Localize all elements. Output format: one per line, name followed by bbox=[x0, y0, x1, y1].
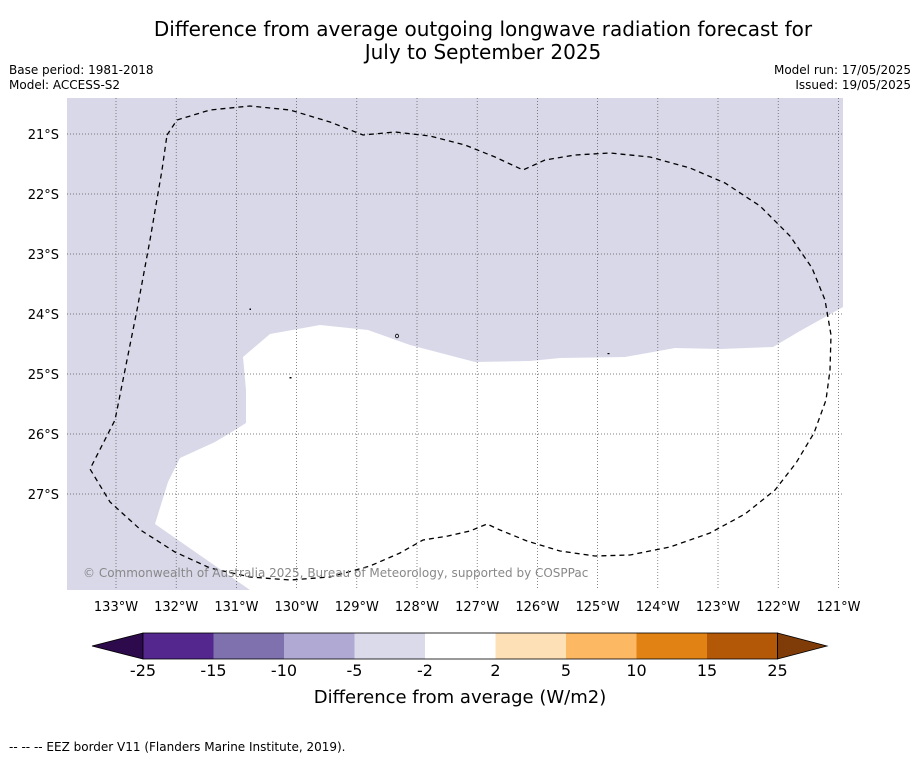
longitude-label: 121°W bbox=[816, 600, 860, 615]
colorbar-segment bbox=[143, 633, 214, 659]
colorbar-tick-label: -2 bbox=[417, 661, 433, 680]
map-title-line-2: July to September 2025 bbox=[364, 40, 602, 64]
latitude-label: 24°S bbox=[28, 308, 59, 323]
model-name: Model: ACCESS-S2 bbox=[9, 78, 121, 92]
meta-right: Model run: 17/05/2025 Issued: 19/05/2025 bbox=[774, 63, 911, 93]
latitude-label: 22°S bbox=[28, 188, 59, 203]
longitude-label: 131°W bbox=[214, 600, 258, 615]
small-island-markers bbox=[249, 308, 610, 379]
colorbar-tick-labels: -25 -15 -10 -5 -2 2 5 10 15 25 bbox=[130, 661, 788, 680]
longitude-label: 123°W bbox=[696, 600, 740, 615]
colorbar-tick-label: 2 bbox=[490, 661, 500, 680]
colorbar-tick-label: 15 bbox=[697, 661, 717, 680]
colorbar-tick-label: 10 bbox=[626, 661, 646, 680]
colorbar-extend-high bbox=[777, 632, 829, 660]
longitude-label: 128°W bbox=[395, 600, 439, 615]
colorbar-segment bbox=[636, 633, 707, 659]
latitude-labels: 21°S 22°S 23°S 24°S 25°S 26°S 27°S bbox=[28, 128, 59, 503]
eez-border bbox=[89, 105, 832, 581]
colorbar-tick-label: -10 bbox=[271, 661, 297, 680]
colorbar bbox=[91, 632, 829, 660]
longitude-label: 122°W bbox=[756, 600, 800, 615]
map-plot-area bbox=[67, 98, 843, 590]
base-period: Base period: 1981-2018 bbox=[9, 63, 154, 77]
colorbar-segment bbox=[284, 633, 355, 659]
footer-eez-note: -- -- -- EEZ border V11 (Flanders Marine… bbox=[9, 740, 346, 754]
colorbar-segment bbox=[354, 633, 425, 659]
latitude-label: 26°S bbox=[28, 428, 59, 443]
near-average-region bbox=[155, 307, 843, 590]
colorbar-tick-label: 5 bbox=[561, 661, 571, 680]
colorbar-tick-label: -5 bbox=[347, 661, 363, 680]
latitude-label: 23°S bbox=[28, 248, 59, 263]
latitude-label: 25°S bbox=[28, 368, 59, 383]
colorbar-segment bbox=[213, 633, 284, 659]
colorbar-label: Difference from average (W/m2) bbox=[314, 687, 606, 708]
longitude-label: 124°W bbox=[636, 600, 680, 615]
longitude-label: 127°W bbox=[455, 600, 499, 615]
colorbar-tick-label: -25 bbox=[130, 661, 156, 680]
colorbar-tick-label: 25 bbox=[767, 661, 787, 680]
longitude-label: 129°W bbox=[335, 600, 379, 615]
map-title-line-1: Difference from average outgoing longwav… bbox=[153, 17, 813, 41]
colorbar-outline bbox=[142, 632, 778, 660]
map-gridlines bbox=[67, 98, 843, 590]
map-title: Difference from average outgoing longwav… bbox=[0, 18, 919, 64]
colorbar-extend-low bbox=[91, 632, 144, 660]
longitude-label: 130°W bbox=[275, 600, 319, 615]
colorbar-segment bbox=[425, 633, 496, 659]
model-run: Model run: 17/05/2025 bbox=[773, 63, 911, 77]
colorbar-segment bbox=[495, 633, 566, 659]
colorbar-segment bbox=[707, 633, 778, 659]
meta-left: Base period: 1981-2018 Model: ACCESS-S2 bbox=[9, 63, 154, 93]
latitude-label: 21°S bbox=[28, 128, 59, 143]
latitude-label: 27°S bbox=[28, 488, 59, 503]
longitude-label: 126°W bbox=[515, 600, 559, 615]
longitude-label: 133°W bbox=[94, 600, 138, 615]
colorbar-segment bbox=[566, 633, 637, 659]
longitude-label: 125°W bbox=[576, 600, 620, 615]
longitude-label: 132°W bbox=[154, 600, 198, 615]
colorbar-tick-label: -15 bbox=[200, 661, 226, 680]
issued-date: Issued: 19/05/2025 bbox=[795, 78, 911, 92]
longitude-labels: 133°W 132°W 131°W 130°W 129°W 128°W 127°W 126°W… bbox=[94, 600, 861, 615]
copyright-notice: © Commonwealth of Australia 2025, Bureau… bbox=[83, 566, 588, 580]
